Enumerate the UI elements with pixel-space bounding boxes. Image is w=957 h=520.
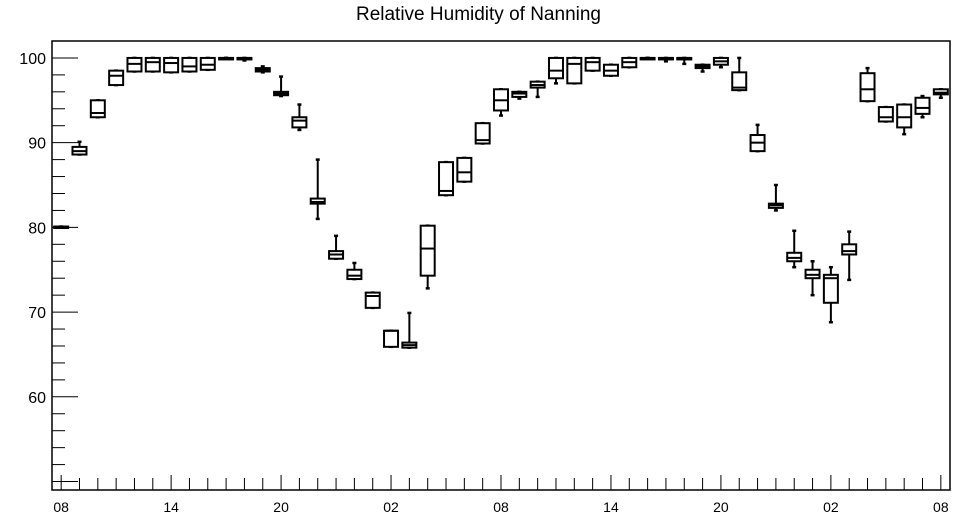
box-iqr [877,106,894,123]
box-iqr [419,224,436,277]
x-tick-label: 14 [603,499,619,515]
box-iqr [108,69,125,87]
chart-title: Relative Humidity of Nanning [355,4,601,25]
y-tick-label: 80 [28,220,46,237]
box-iqr [584,56,601,72]
box-iqr [822,273,839,304]
x-tick-label: 08 [493,499,509,515]
box-iqr [181,56,198,73]
x-tick-label: 08 [933,499,949,515]
box-iqr [731,71,748,92]
box-iqr [456,156,473,183]
y-tick-label: 60 [28,390,46,407]
box-iqr [163,56,180,74]
x-tick-label: 20 [713,499,729,515]
y-tick-label: 70 [28,305,46,322]
box-iqr [291,116,308,129]
box-iqr [438,161,455,197]
box-iqr [547,56,564,80]
box-iqr [383,329,400,348]
box-iqr [566,56,583,85]
x-tick-label: 08 [53,499,69,515]
y-tick-label: 100 [19,51,46,68]
x-tick-label: 02 [823,499,839,515]
box-iqr [346,268,363,281]
x-tick-label: 02 [383,499,399,515]
x-tick-label: 20 [273,499,289,515]
box-iqr [859,72,876,103]
box-iqr [364,291,381,309]
y-tick-label: 90 [28,136,46,153]
box-iqr [841,243,858,256]
box-iqr [474,122,491,145]
box-iqr [896,103,913,129]
box-iqr [914,96,931,115]
box-iqr [89,99,106,119]
x-tick-label: 14 [163,499,179,515]
box-iqr [144,56,161,73]
